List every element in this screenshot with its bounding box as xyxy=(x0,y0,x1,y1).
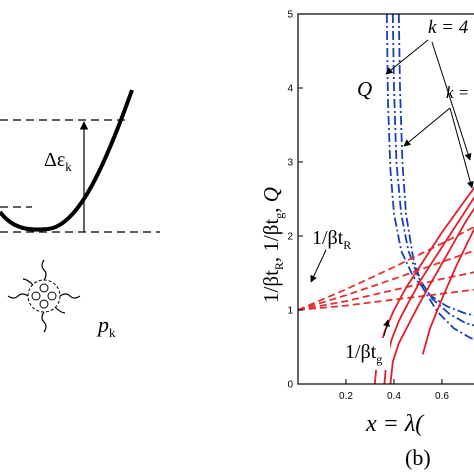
y-tick-label: 0 xyxy=(287,380,293,391)
series-Q-0 xyxy=(385,13,474,317)
delta-epsilon-label: Δεk xyxy=(44,149,72,174)
series-Q-1 xyxy=(391,13,474,327)
k4-label-background xyxy=(424,16,474,38)
k-other-pointer-b xyxy=(449,107,474,189)
y-tick-label: 1 xyxy=(287,306,293,317)
energy-parabola xyxy=(0,89,134,232)
y-axis-label-part1-sub: R xyxy=(272,262,286,270)
delta-epsilon-symbol: Δε xyxy=(44,149,65,171)
series-tR-5 xyxy=(297,271,474,311)
x-tick-label: 0.6 xyxy=(435,391,449,402)
tg-annotation-text: 1/βt xyxy=(345,341,377,363)
x-tick-label: 0.2 xyxy=(339,391,353,402)
series-Q-2 xyxy=(397,13,474,341)
y-axis-label-sep2: , xyxy=(259,202,283,213)
tg-annotation-sub: g xyxy=(376,352,382,366)
x-tick-label: 0.4 xyxy=(387,391,401,402)
plot-frame xyxy=(297,13,474,385)
y-axis-label: 1/βtR, 1/βtg, Q xyxy=(259,187,286,303)
y-axis-title: 1/βtR, 1/βtg, Q xyxy=(259,187,286,303)
y-axis-label-part2-sub: g xyxy=(272,213,286,219)
tR-annotation-sub: R xyxy=(343,238,351,252)
x-axis-label: x = λ( xyxy=(365,411,425,437)
k4-annotation: k = 4 xyxy=(428,17,469,38)
y-tick-label: 4 xyxy=(287,84,293,95)
momentum-symbol: p xyxy=(96,312,109,337)
Q-annotation: Q xyxy=(357,77,372,101)
k-other-pointer-a xyxy=(403,107,451,147)
particle-cluster-icon xyxy=(7,259,81,333)
tg-annotation: 1/βtg xyxy=(345,341,382,366)
y-tick-label: 3 xyxy=(287,158,293,169)
k-other-annotation: k = xyxy=(446,83,469,102)
delta-epsilon-subscript: k xyxy=(65,159,72,174)
panel-label-b: (b) xyxy=(405,445,431,470)
left-schematic-panel: Δεk pk xyxy=(0,89,160,340)
momentum-label: pk xyxy=(96,312,116,340)
y-tick-label: 5 xyxy=(287,10,293,21)
y-axis-label-part3: Q xyxy=(259,187,283,202)
series-tR-6 xyxy=(297,288,474,311)
y-axis-label-sep1: , xyxy=(259,252,283,263)
series-tR-3 xyxy=(297,225,474,311)
Q-pointer-line xyxy=(431,41,472,161)
series-tg-10 xyxy=(421,227,474,355)
tg-label-background xyxy=(344,338,390,370)
k4-pointer-line xyxy=(385,39,429,75)
series-tg-9 xyxy=(389,207,474,385)
y-tick-label: 2 xyxy=(287,232,293,243)
tR-annotation-text: 1/βt xyxy=(312,227,344,249)
y-axis-label-part2: 1/βt xyxy=(259,219,283,252)
tg-pointer-line xyxy=(383,319,390,337)
series-tR-4 xyxy=(297,249,474,311)
momentum-subscript: k xyxy=(109,325,116,340)
tR-annotation: 1/βtR xyxy=(312,227,351,252)
y-axis-label-part1: 1/βt xyxy=(259,270,283,303)
annotations: k = 4 k = Q 1/βtR 1/βtg xyxy=(310,16,474,370)
tR-pointer-line xyxy=(310,249,327,283)
